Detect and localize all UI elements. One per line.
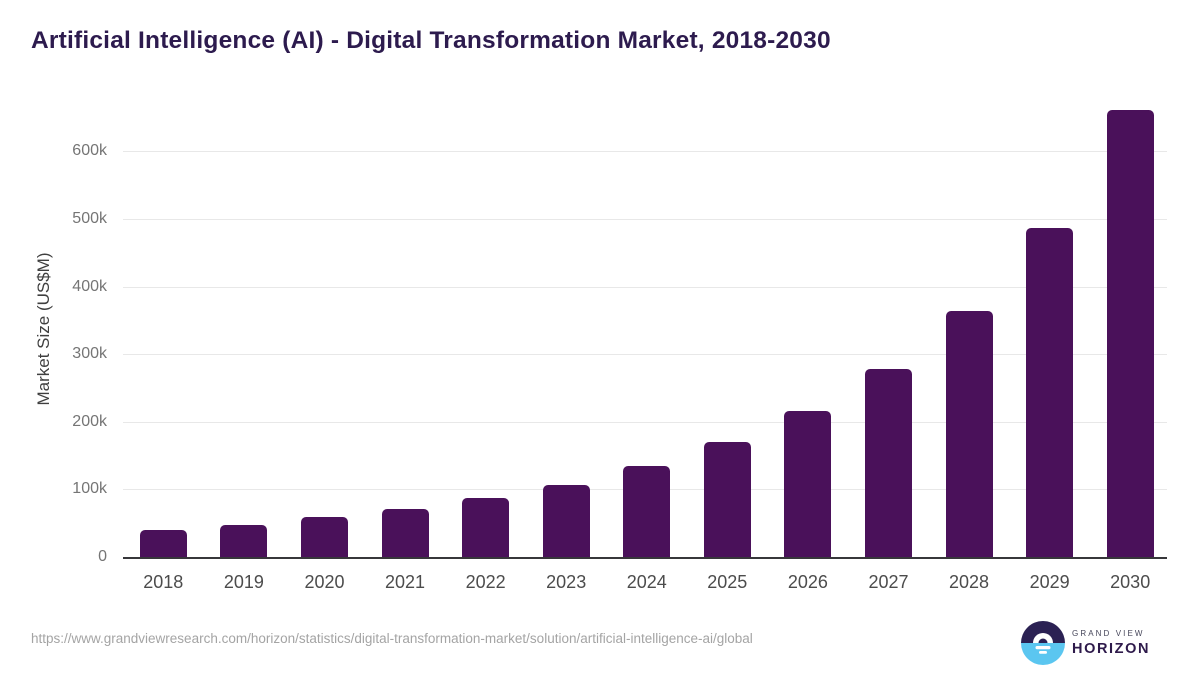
x-tick-label-2024: 2024 [626,572,667,592]
brand-logo: GRAND VIEW HORIZON [1021,620,1181,665]
x-tick-label-2028: 2028 [948,572,990,592]
y-tick-label-100k: 100k [72,480,107,498]
x-tick-label-2021: 2021 [384,572,426,592]
brand-name-top: GRAND VIEW [1072,628,1145,638]
y-axis-title: Market Size (US$M) [34,252,53,406]
x-tick-label-2030: 2030 [1110,572,1151,592]
x-tick-label-2027: 2027 [868,572,909,592]
x-axis-line [123,557,1167,559]
y-tick-label-400k: 400k [72,277,107,295]
source-url: https://www.grandviewresearch.com/horizo… [31,631,753,646]
gridline-200k [123,421,1167,423]
horizon-logo-icon [1021,620,1065,665]
bar-2024 [623,466,671,557]
gridline-400k [123,286,1167,288]
bar-2023 [542,484,590,557]
y-tick-label-600k: 600k [72,142,107,160]
bar-2021 [381,508,429,557]
bar-2026 [784,411,832,557]
bar-2020 [301,517,348,557]
brand-logo-text: GRAND VIEW HORIZON [1072,629,1150,657]
bar-2030 [1106,109,1154,557]
x-tick-label-2022: 2022 [465,572,506,592]
bar-2018 [139,530,187,557]
x-tick-label-2023: 2023 [546,572,587,592]
bar-2019 [220,524,268,557]
bar-2027 [865,368,912,557]
x-tick-label-2029: 2029 [1029,572,1070,592]
bar-2022 [462,498,510,557]
x-tick-label-2019: 2019 [223,572,264,592]
y-tick-label-0: 0 [98,548,107,565]
x-tick-label-2018: 2018 [143,572,184,592]
x-tick-label-2025: 2025 [707,572,748,592]
y-tick-label-500k: 500k [72,210,107,227]
y-tick-label-200k: 200k [72,412,107,430]
x-tick-label-2026: 2026 [787,572,828,592]
gridline-500k [123,219,1167,220]
bar-2025 [703,442,751,557]
gridline-600k [123,151,1167,153]
x-tick-label-2020: 2020 [304,572,345,592]
bar-2028 [945,310,993,557]
y-tick-label-300k: 300k [72,345,107,363]
brand-name-bottom: HORIZON [1072,640,1151,657]
chart-title: Artificial Intelligence (AI) - Digital T… [31,27,831,54]
bar-2029 [1026,228,1074,557]
gridline-300k [123,354,1167,356]
